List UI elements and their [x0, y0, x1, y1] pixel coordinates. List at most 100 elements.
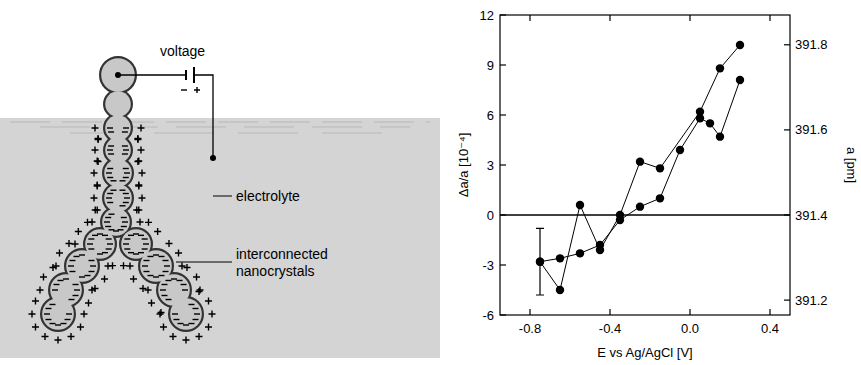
plus-charge: [135, 182, 142, 189]
minus-charge: [45, 308, 51, 309]
minus-charge: [159, 275, 165, 276]
y-tick-label: -6: [482, 308, 494, 323]
minus-charge: [123, 193, 129, 194]
minus-charge: [177, 280, 183, 281]
minus-charge: [159, 256, 165, 257]
x-tick: [689, 15, 690, 21]
minus-charge: [163, 271, 169, 272]
data-point: [636, 157, 644, 165]
surface-line: [10, 122, 430, 123]
leader-line: [176, 262, 232, 263]
minus-charge: [69, 260, 75, 261]
crystal: [104, 184, 132, 212]
plus-charge: [145, 287, 152, 294]
minus-charge: [183, 324, 189, 325]
plus-charge: [105, 263, 112, 270]
plus-charge: [160, 324, 167, 331]
data-point: [536, 257, 544, 265]
figure: voltageelectrolyteinterconnectednanocrys…: [0, 0, 861, 365]
minus-charge: [163, 260, 169, 261]
plot-frame: [500, 15, 790, 315]
voltage-label: voltage: [160, 43, 205, 59]
minus-charge: [118, 229, 124, 230]
plus-charge: [138, 147, 145, 154]
data-point: [596, 246, 604, 254]
minus-charge: [142, 265, 148, 266]
minus-charge: [89, 260, 95, 261]
plus-charge: [94, 158, 101, 165]
plus-charge: [50, 264, 57, 271]
y2-axis-title: a [pm]: [844, 147, 859, 183]
plus-charge: [135, 158, 142, 165]
nanocrystals: [41, 57, 203, 331]
plus-charge: [68, 333, 75, 340]
data-point: [556, 254, 564, 262]
minus-charge: [108, 153, 114, 154]
minus-charge: [106, 238, 112, 239]
y2-tick: [784, 214, 790, 215]
minus-charge: [44, 313, 50, 314]
plus-charge: [157, 311, 164, 318]
y2-tick: [784, 44, 790, 45]
minus-charge: [164, 265, 170, 266]
plus-charge: [95, 136, 102, 143]
minus-charge: [107, 193, 113, 194]
y-tick: [500, 14, 506, 15]
minus-charge: [189, 323, 195, 324]
plus-charge: [134, 136, 141, 143]
x-tick: [529, 15, 530, 21]
nanocrystals-label: interconnectednanocrystals: [236, 246, 328, 279]
label-line: interconnected: [236, 246, 328, 262]
crystal: [105, 137, 131, 163]
minus-charge: [160, 289, 166, 290]
data-point: [696, 107, 704, 115]
minus-charge: [153, 276, 159, 277]
data-point: [656, 194, 664, 202]
minus-charge: [85, 275, 91, 276]
y-tick: [500, 114, 506, 115]
minus-charge: [106, 172, 112, 173]
y2-tick-label: 391.2: [795, 293, 828, 308]
minus-charge: [133, 233, 139, 234]
minus-charge: [123, 149, 129, 150]
x-tick-label: 0.4: [761, 321, 779, 336]
plus-charge: [130, 276, 137, 283]
x-tick: [769, 15, 770, 21]
minus-charge: [50, 323, 56, 324]
minus-charge: [124, 172, 130, 173]
plus-charge: [81, 311, 88, 318]
minus-charge: [124, 238, 130, 239]
crystal: [105, 91, 131, 117]
plus-charge: [32, 324, 39, 331]
plus-charge: [89, 287, 96, 294]
minus-charge: [138, 235, 144, 236]
y-tick: [500, 264, 506, 265]
minus-charge: [123, 127, 129, 128]
x-tick: [689, 309, 690, 315]
y-tick: [500, 314, 506, 315]
y-tick-label: -3: [482, 258, 494, 273]
plus-charge: [29, 311, 36, 318]
minus-charge: [138, 252, 144, 253]
minus-charge: [74, 289, 80, 290]
minus-charge: [87, 243, 93, 244]
y-axis-title: Δa/a [10⁻⁴]: [456, 133, 471, 198]
crystal: [105, 115, 131, 141]
minus-charge: [109, 229, 115, 230]
plus-charge: [95, 158, 102, 165]
x-tick: [529, 309, 530, 315]
plus-charge: [134, 135, 141, 142]
plus-charge: [205, 298, 212, 305]
minus-charge: [92, 235, 98, 236]
minus-charge: [63, 278, 69, 279]
minus-charge: [133, 253, 139, 254]
minus-charge: [107, 202, 113, 203]
minus-charge: [73, 284, 79, 285]
y-tick-label: 0: [487, 208, 494, 223]
minus-charge: [123, 177, 129, 178]
plus-charge: [135, 183, 142, 190]
y2-tick: [784, 300, 790, 301]
minus-charge: [113, 230, 119, 231]
crystal: [42, 298, 74, 330]
minus-charge: [68, 265, 74, 266]
